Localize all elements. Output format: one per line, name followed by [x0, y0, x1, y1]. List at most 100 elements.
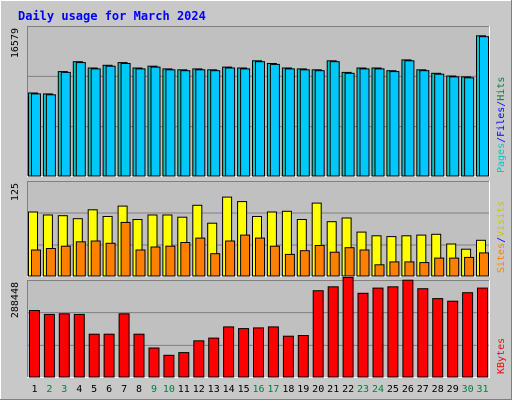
- legend-entry: KBytes: [496, 338, 507, 374]
- bar-files-18: [284, 68, 295, 177]
- bar-kbytes-23: [357, 292, 369, 378]
- bar-kbytes-7: [118, 313, 130, 378]
- bar-kbytes-6: [103, 333, 115, 378]
- day-label-15: 15: [238, 384, 250, 395]
- bar-sites-23: [359, 249, 370, 277]
- bar-kbytes-10: [163, 354, 175, 378]
- bar-sites-20: [314, 245, 325, 277]
- day-label-27: 27: [417, 384, 429, 395]
- bar-kbytes-18: [282, 335, 294, 378]
- panel-kbytes: 288448 KBytes: [10, 277, 507, 378]
- day-label-25: 25: [387, 384, 399, 395]
- bar-files-24: [374, 68, 385, 177]
- bar-files-29: [449, 76, 460, 177]
- day-label-21: 21: [327, 384, 339, 395]
- bar-kbytes-14: [223, 326, 235, 378]
- bar-kbytes-5: [88, 333, 100, 378]
- day-label-20: 20: [312, 384, 324, 395]
- bar-kbytes-12: [193, 340, 205, 378]
- day-label-23: 23: [357, 384, 369, 395]
- day-label-30: 30: [462, 384, 474, 395]
- bar-kbytes-3: [58, 313, 70, 378]
- bar-files-26: [404, 60, 415, 177]
- bar-files-12: [195, 69, 206, 177]
- bar-sites-9: [150, 246, 161, 277]
- bar-files-13: [210, 70, 221, 177]
- bar-kbytes-17: [267, 326, 279, 378]
- bar-sites-13: [210, 253, 221, 277]
- bar-sites-4: [75, 241, 86, 277]
- day-label-17: 17: [267, 384, 279, 395]
- legend-entry: /: [496, 237, 507, 243]
- bar-files-4: [75, 62, 86, 177]
- bar-files-25: [389, 71, 400, 177]
- legend-entry: /: [496, 101, 507, 107]
- day-label-6: 6: [106, 384, 112, 395]
- bar-sites-8: [135, 249, 146, 277]
- bar-sites-17: [269, 245, 280, 277]
- bar-files-15: [240, 68, 251, 177]
- bar-kbytes-29: [447, 300, 459, 378]
- y-max-label: 125: [10, 183, 21, 201]
- day-label-28: 28: [432, 384, 444, 395]
- bar-kbytes-30: [462, 292, 474, 378]
- bar-sites-30: [464, 256, 475, 277]
- bar-sites-15: [240, 234, 251, 277]
- day-label-7: 7: [121, 384, 127, 395]
- day-label-24: 24: [372, 384, 384, 395]
- day-labels: 1 2 3 4 5 6 7 8 9 10 11 12 13 14 15 16 17 18 19 20 21 22 23 24 2…: [31, 384, 488, 395]
- bar-kbytes-21: [327, 286, 339, 378]
- day-label-10: 10: [163, 384, 175, 395]
- day-label-11: 11: [178, 384, 190, 395]
- bar-sites-21: [329, 251, 340, 277]
- bar-sites-5: [90, 240, 101, 277]
- legend: Sites/Visits: [496, 201, 507, 273]
- panel-visits-sites: 125 Sites/Visits: [10, 181, 507, 277]
- bar-kbytes-1: [29, 310, 40, 378]
- legend-entry: /: [496, 137, 507, 143]
- bar-kbytes-22: [342, 277, 354, 378]
- y-max-label: 288448: [10, 282, 21, 318]
- bar-files-10: [165, 69, 176, 177]
- bar-kbytes-8: [133, 333, 145, 378]
- day-label-19: 19: [297, 384, 309, 395]
- bar-sites-31: [479, 252, 489, 277]
- series-files: [31, 36, 489, 177]
- day-label-2: 2: [46, 384, 52, 395]
- day-label-29: 29: [447, 384, 459, 395]
- bar-files-2: [45, 94, 56, 177]
- bar-sites-14: [225, 240, 236, 277]
- day-label-4: 4: [76, 384, 82, 395]
- bar-files-11: [180, 70, 191, 177]
- day-label-31: 31: [476, 384, 488, 395]
- bar-kbytes-19: [297, 335, 309, 378]
- day-label-14: 14: [223, 384, 235, 395]
- bar-files-28: [434, 73, 445, 177]
- bar-files-7: [120, 63, 131, 177]
- bar-kbytes-25: [387, 286, 399, 378]
- bar-kbytes-16: [253, 327, 264, 378]
- y-max-label: 16579: [10, 28, 21, 58]
- bar-kbytes-13: [208, 337, 220, 378]
- bar-sites-10: [165, 245, 176, 277]
- bar-files-8: [135, 68, 146, 177]
- bar-files-30: [464, 77, 475, 177]
- bar-kbytes-4: [73, 313, 85, 378]
- bar-sites-18: [284, 253, 295, 277]
- bar-files-1: [31, 93, 41, 177]
- day-label-13: 13: [208, 384, 220, 395]
- day-label-18: 18: [282, 384, 294, 395]
- bar-sites-12: [195, 237, 206, 277]
- bar-sites-6: [105, 242, 116, 277]
- bar-files-5: [90, 68, 101, 177]
- day-label-9: 9: [151, 384, 157, 395]
- legend-entry: Files: [496, 107, 507, 137]
- bar-kbytes-28: [432, 298, 444, 378]
- bar-files-27: [419, 70, 430, 177]
- day-label-3: 3: [61, 384, 67, 395]
- bar-sites-2: [45, 248, 56, 277]
- day-label-5: 5: [91, 384, 97, 395]
